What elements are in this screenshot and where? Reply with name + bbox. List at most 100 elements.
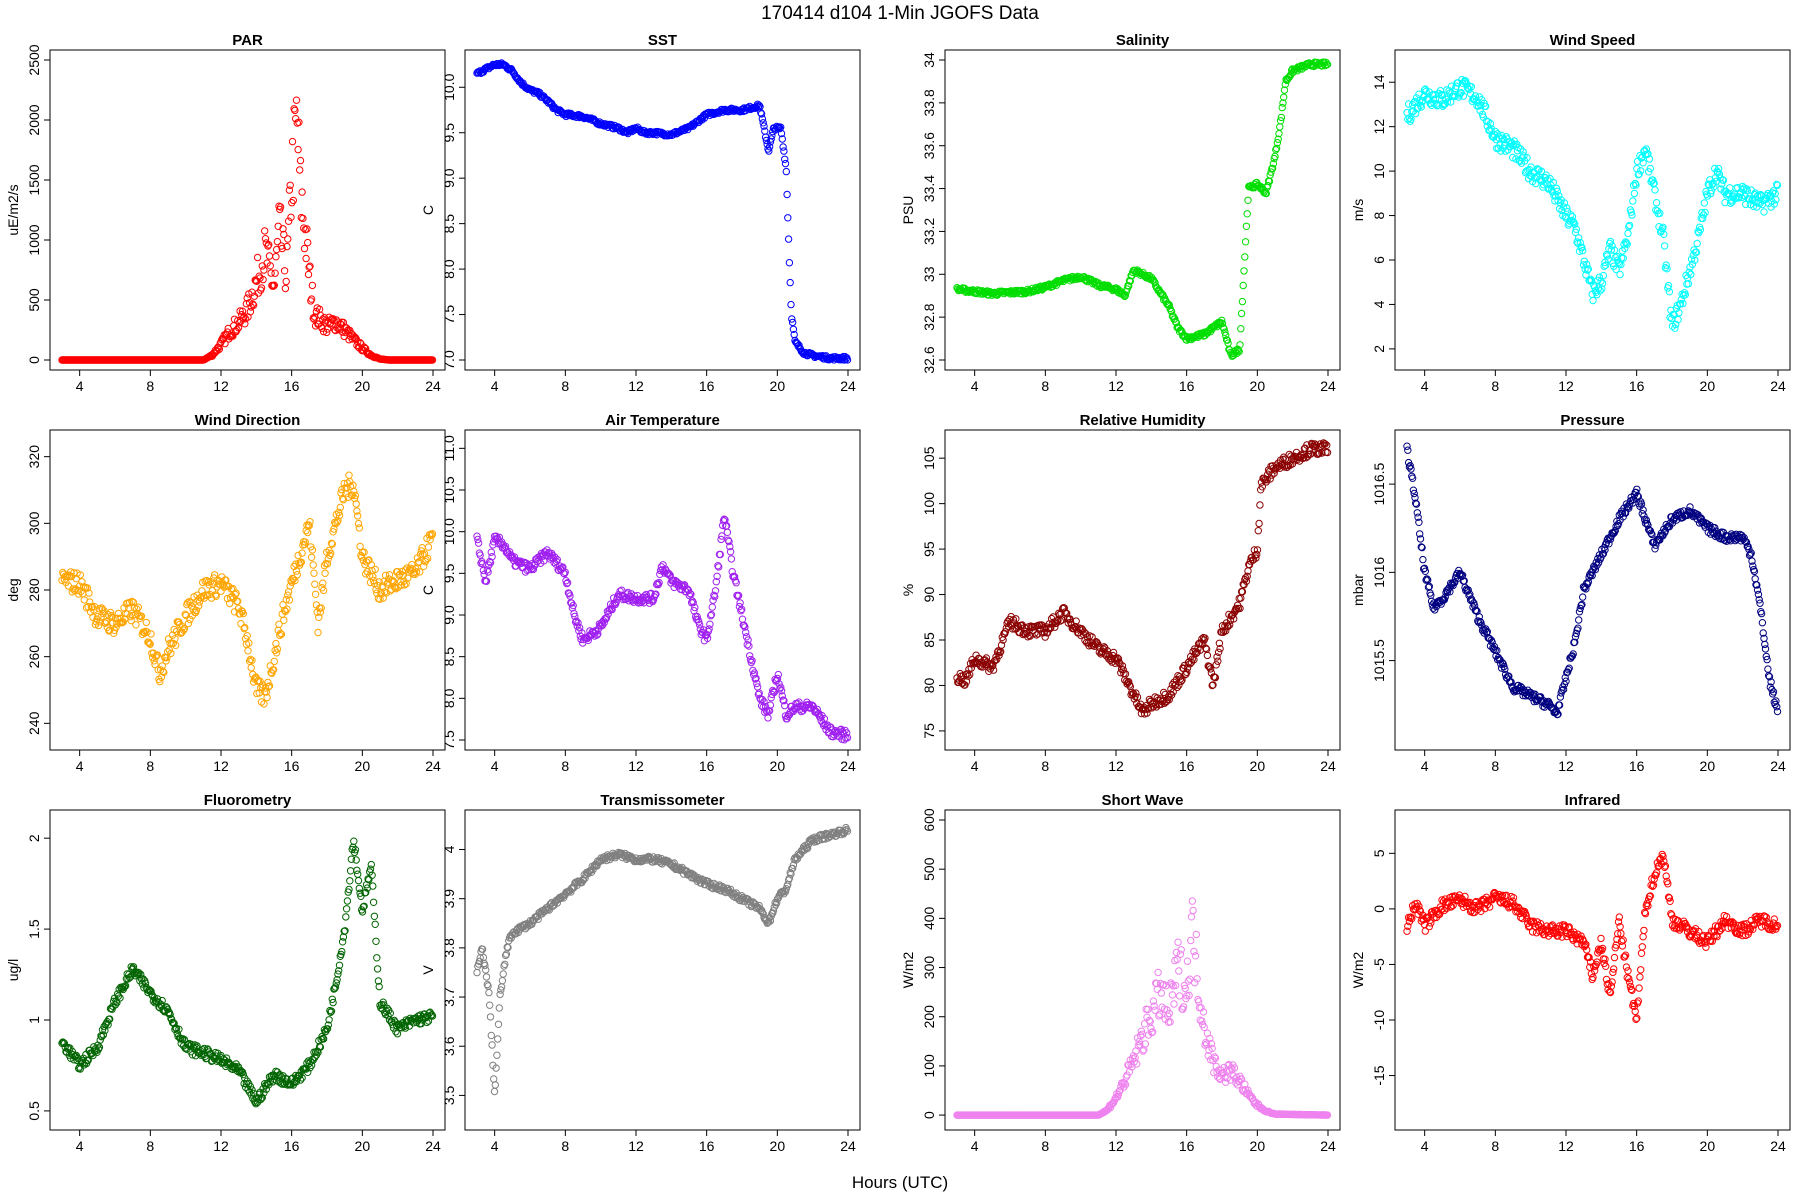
data-point xyxy=(594,630,602,638)
x-tick-label: 4 xyxy=(76,758,84,774)
x-tick-label: 12 xyxy=(628,1138,644,1154)
data-point xyxy=(319,327,328,336)
data-point xyxy=(375,982,383,991)
data-point xyxy=(1742,538,1751,546)
data-point xyxy=(655,578,663,587)
data-series xyxy=(953,58,1332,360)
data-point xyxy=(323,328,331,337)
data-point xyxy=(1451,92,1459,101)
data-point xyxy=(393,1030,402,1038)
data-point xyxy=(1758,619,1767,627)
x-tick-label: 8 xyxy=(1041,378,1049,394)
data-point xyxy=(1687,270,1695,279)
data-point xyxy=(381,588,389,596)
data-point xyxy=(129,598,138,607)
data-point xyxy=(292,567,301,575)
data-point xyxy=(1773,181,1782,189)
data-series xyxy=(1403,76,1782,332)
data-point xyxy=(487,548,495,556)
data-point xyxy=(1203,651,1212,660)
y-tick-label: 8.5 xyxy=(441,647,457,667)
data-point xyxy=(758,115,767,123)
data-point xyxy=(309,314,317,322)
data-point xyxy=(1215,639,1224,647)
y-axis-label: C xyxy=(420,205,436,215)
data-point xyxy=(272,639,280,648)
data-point xyxy=(760,698,768,706)
data-point xyxy=(152,653,160,661)
data-point xyxy=(1756,599,1764,607)
x-tick-label: 24 xyxy=(1320,758,1336,774)
data-point xyxy=(355,884,363,893)
data-point xyxy=(369,898,378,906)
data-point xyxy=(779,143,787,151)
x-tick-label: 20 xyxy=(355,378,371,394)
x-tick-label: 4 xyxy=(1421,758,1429,774)
data-point xyxy=(1464,586,1472,594)
data-point xyxy=(391,584,399,592)
data-point xyxy=(726,548,735,556)
data-point xyxy=(265,683,273,691)
data-point xyxy=(298,188,306,196)
data-point xyxy=(304,270,313,279)
x-tick-label: 12 xyxy=(1108,1138,1124,1154)
data-point xyxy=(172,627,181,636)
data-point xyxy=(784,214,792,222)
data-point xyxy=(1267,168,1275,176)
data-point xyxy=(1255,519,1263,528)
data-point xyxy=(741,623,749,631)
data-point xyxy=(316,311,325,319)
data-point xyxy=(1578,600,1586,609)
x-tick-label: 24 xyxy=(840,758,856,774)
data-point xyxy=(174,1032,182,1041)
data-point xyxy=(261,227,269,235)
data-point xyxy=(1760,208,1768,216)
data-point xyxy=(528,920,536,928)
data-point xyxy=(257,698,266,706)
data-point xyxy=(265,682,274,690)
y-tick-label: 9.0 xyxy=(441,605,457,625)
data-point xyxy=(1738,182,1747,191)
data-point xyxy=(317,604,325,612)
data-point xyxy=(501,951,510,960)
data-point xyxy=(1280,86,1289,94)
data-point xyxy=(1764,665,1772,673)
data-point xyxy=(1757,609,1766,618)
panel-title: Salinity xyxy=(1116,32,1170,49)
y-tick-label: 11.0 xyxy=(441,435,457,461)
x-tick-label: 12 xyxy=(1108,758,1124,774)
data-point xyxy=(352,500,360,508)
data-point xyxy=(1072,617,1080,625)
data-point xyxy=(498,977,507,985)
data-point xyxy=(492,1064,500,1072)
data-point xyxy=(1589,565,1597,574)
plot-frame xyxy=(944,429,1341,751)
data-point xyxy=(261,235,270,243)
data-point xyxy=(1540,181,1548,189)
data-point xyxy=(318,324,326,332)
data-point xyxy=(416,568,424,576)
data-point xyxy=(342,905,351,913)
data-point xyxy=(1165,695,1174,704)
data-point xyxy=(1691,256,1699,264)
data-point xyxy=(1266,475,1274,483)
data-series xyxy=(953,439,1332,718)
data-point xyxy=(1630,189,1639,198)
data-point xyxy=(1116,660,1124,668)
data-point xyxy=(1676,300,1685,308)
data-point xyxy=(240,312,248,321)
data-point xyxy=(474,539,483,547)
data-point xyxy=(769,688,778,696)
data-point xyxy=(137,612,146,620)
data-point xyxy=(1477,618,1485,627)
data-point xyxy=(1272,146,1280,154)
data-point xyxy=(781,155,789,164)
data-point xyxy=(1226,621,1234,629)
y-tick-label: 10.0 xyxy=(441,73,457,100)
data-point xyxy=(198,587,206,595)
y-axis-label: mbar xyxy=(1350,574,1366,606)
data-point xyxy=(270,281,278,289)
data-point xyxy=(995,651,1003,660)
data-point xyxy=(1212,661,1220,669)
data-point xyxy=(234,324,243,332)
